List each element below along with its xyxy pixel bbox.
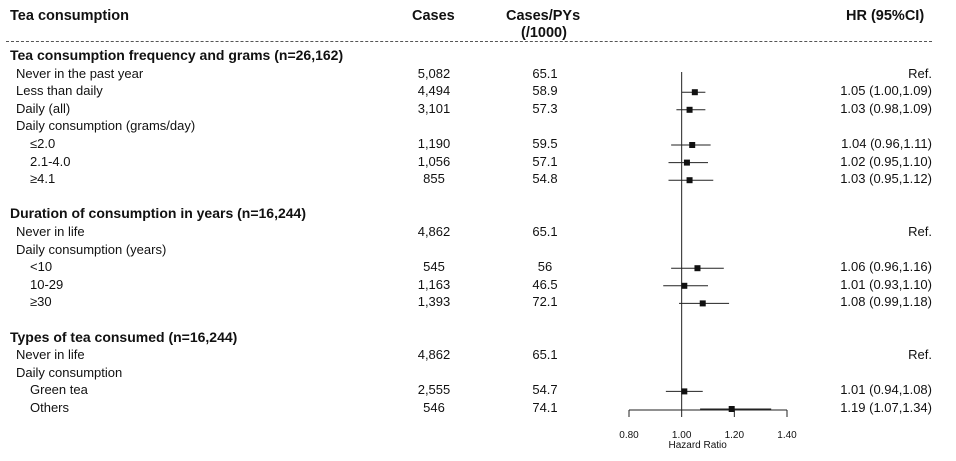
hr-ci-value: 1.19 (1.07,1.34) bbox=[840, 400, 932, 415]
row-label: ≥4.1 bbox=[30, 171, 56, 187]
cases-value: 4,862 bbox=[417, 224, 451, 239]
hr-ci-value: 1.03 (0.95,1.12) bbox=[840, 171, 932, 187]
cases-value: 545 bbox=[423, 259, 445, 275]
hr-point bbox=[683, 159, 690, 166]
x-tick-label: 1.00 bbox=[672, 430, 692, 441]
hr-point bbox=[681, 282, 688, 289]
hr-point bbox=[686, 177, 693, 184]
rate-value: 56 bbox=[537, 259, 553, 275]
row-label: <10 bbox=[30, 259, 53, 275]
x-tick-label: 1.40 bbox=[777, 430, 797, 441]
row-label: Green tea bbox=[30, 382, 88, 398]
hr-ci-value: Ref. bbox=[908, 224, 932, 239]
row-label: ≥30 bbox=[30, 294, 52, 310]
cases-value: 3,101 bbox=[417, 100, 451, 116]
rate-value: 58.9 bbox=[532, 83, 558, 99]
section-heading: Types of tea consumed (n=16,244) bbox=[10, 328, 238, 345]
cases-value: 1,190 bbox=[417, 136, 451, 151]
rate-value: 72.1 bbox=[532, 294, 558, 310]
hr-ci-value: 1.05 (1.00,1.09) bbox=[840, 83, 932, 99]
hr-ci-value: 1.08 (0.99,1.18) bbox=[840, 294, 932, 310]
hr-ci-value: 1.06 (0.96,1.16) bbox=[840, 259, 932, 275]
hr-ci-value: 1.04 (0.96,1.11) bbox=[841, 136, 932, 151]
rate-value: 65.1 bbox=[532, 224, 558, 239]
column-header-cases: Cases bbox=[412, 8, 455, 24]
hr-point bbox=[699, 300, 706, 307]
cases-value: 1,163 bbox=[417, 276, 451, 292]
row-label: Never in the past year bbox=[16, 65, 144, 81]
column-header-cases-pys: Cases/PYs bbox=[506, 8, 581, 24]
cases-value: 546 bbox=[423, 400, 445, 415]
column-header-hr-ci: HR (95%CI) bbox=[846, 8, 925, 24]
rate-value: 65.1 bbox=[532, 65, 558, 81]
row-label: ≤2.0 bbox=[30, 136, 56, 151]
cases-value: 855 bbox=[423, 171, 445, 187]
row-label: 10-29 bbox=[30, 276, 64, 292]
header-divider bbox=[6, 41, 932, 42]
rate-value: 57.3 bbox=[532, 100, 558, 116]
x-tick-label: 1.20 bbox=[725, 430, 745, 441]
row-label: Never in life bbox=[16, 347, 85, 363]
hr-ci-value: 1.03 (0.98,1.09) bbox=[840, 100, 932, 116]
hr-ci-value: 1.02 (0.95,1.10) bbox=[840, 153, 932, 169]
cases-value: 4,862 bbox=[417, 347, 451, 363]
row-label: 2.1-4.0 bbox=[30, 153, 71, 169]
hr-point bbox=[694, 265, 701, 272]
cases-value: 4,494 bbox=[417, 83, 451, 99]
hr-ci-value: 1.01 (0.94,1.08) bbox=[840, 382, 932, 398]
hr-point bbox=[681, 388, 688, 395]
rate-value: 46.5 bbox=[532, 276, 558, 292]
section-heading: Duration of consumption in years (n=16,2… bbox=[10, 205, 307, 222]
hr-point bbox=[728, 406, 735, 412]
column-header-cases-pys-unit: (/1000) bbox=[521, 25, 567, 41]
rate-value: 59.5 bbox=[532, 136, 558, 151]
hr-point bbox=[686, 106, 693, 113]
hr-point bbox=[689, 142, 696, 148]
row-label: Never in life bbox=[16, 224, 85, 239]
row-label: Daily consumption (years) bbox=[16, 241, 167, 257]
row-label: Daily (all) bbox=[16, 100, 71, 116]
rate-value: 65.1 bbox=[532, 347, 558, 363]
x-axis-label: Hazard Ratio bbox=[668, 440, 727, 451]
row-label: Less than daily bbox=[16, 83, 103, 99]
cases-value: 1,056 bbox=[417, 153, 451, 169]
cases-value: 5,082 bbox=[417, 65, 451, 81]
rate-value: 74.1 bbox=[532, 400, 558, 415]
x-tick-label: 0.80 bbox=[619, 430, 639, 441]
cases-value: 2,555 bbox=[417, 382, 451, 398]
rate-value: 54.8 bbox=[532, 171, 558, 187]
hr-ci-value: Ref. bbox=[908, 65, 932, 81]
row-label: Others bbox=[30, 400, 70, 415]
rate-value: 54.7 bbox=[532, 382, 558, 398]
hr-point bbox=[691, 89, 698, 96]
row-label: Daily consumption bbox=[16, 364, 123, 380]
hr-ci-value: 1.01 (0.93,1.10) bbox=[840, 276, 932, 292]
rate-value: 57.1 bbox=[532, 153, 558, 169]
hr-ci-value: Ref. bbox=[908, 347, 932, 363]
row-label: Daily consumption (grams/day) bbox=[16, 118, 196, 134]
column-header-tea-consumption: Tea consumption bbox=[10, 8, 129, 24]
section-heading: Tea consumption frequency and grams (n=2… bbox=[10, 47, 344, 63]
cases-value: 1,393 bbox=[417, 294, 451, 310]
